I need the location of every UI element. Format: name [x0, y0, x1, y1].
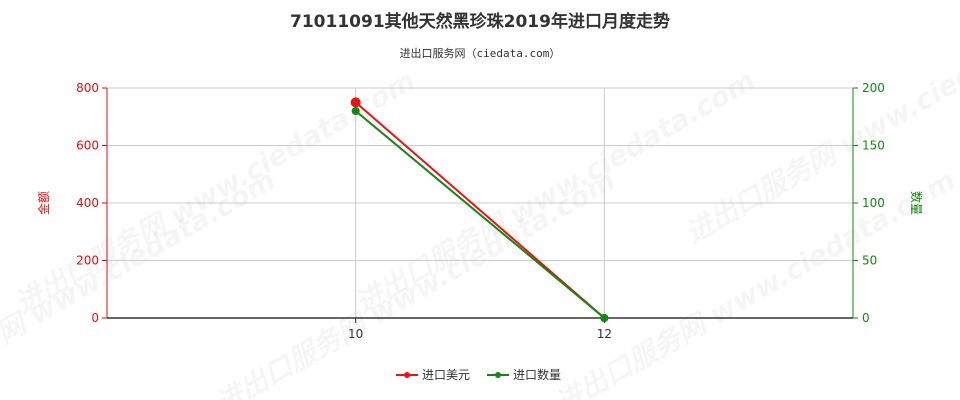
series-layer: [350, 97, 609, 322]
right-tick-label: 50: [862, 254, 877, 268]
right-axis-ticks: 0 50 100 150 200: [853, 81, 885, 325]
chart-title: 71011091其他天然黑珍珠2019年进口月度走势: [290, 11, 670, 32]
legend-item-2[interactable]: 进口数量: [487, 367, 561, 382]
series-line-2: [355, 110, 605, 319]
series-2-point[interactable]: [351, 107, 360, 115]
right-axis-title: 数量: [909, 191, 924, 215]
x-tick-label: 10: [348, 327, 363, 341]
legend-swatch-marker: [495, 372, 501, 378]
x-tick-label: 12: [597, 327, 612, 341]
right-tick-label: 200: [862, 81, 885, 95]
series-1-point[interactable]: [350, 97, 361, 108]
left-tick-label: 600: [76, 139, 99, 153]
left-tick-label: 400: [76, 196, 99, 210]
left-tick-label: 200: [76, 254, 99, 268]
left-tick-label: 0: [91, 311, 99, 325]
left-axis-ticks: 0 200 400 600 800: [76, 81, 107, 325]
left-axis-title: 金额: [36, 191, 51, 215]
legend-swatch-marker: [404, 372, 410, 378]
legend-label: 进口美元: [422, 368, 470, 382]
watermark-text: 进出口服务网 www.ciedata.com: [349, 63, 761, 320]
right-tick-label: 150: [862, 139, 885, 153]
chart-subtitle: 进出口服务网（ciedata.com）: [400, 46, 561, 60]
right-tick-label: 100: [862, 196, 885, 210]
series-line-1: [355, 101, 605, 319]
left-tick-label: 800: [76, 81, 99, 95]
x-axis-ticks: 10 12: [348, 318, 612, 341]
series-2-point[interactable]: [600, 314, 609, 322]
right-tick-label: 0: [862, 311, 870, 325]
legend-label: 进口数量: [513, 367, 561, 382]
legend[interactable]: 进口美元 进口数量: [396, 367, 561, 382]
legend-item-1[interactable]: 进口美元: [396, 368, 470, 382]
